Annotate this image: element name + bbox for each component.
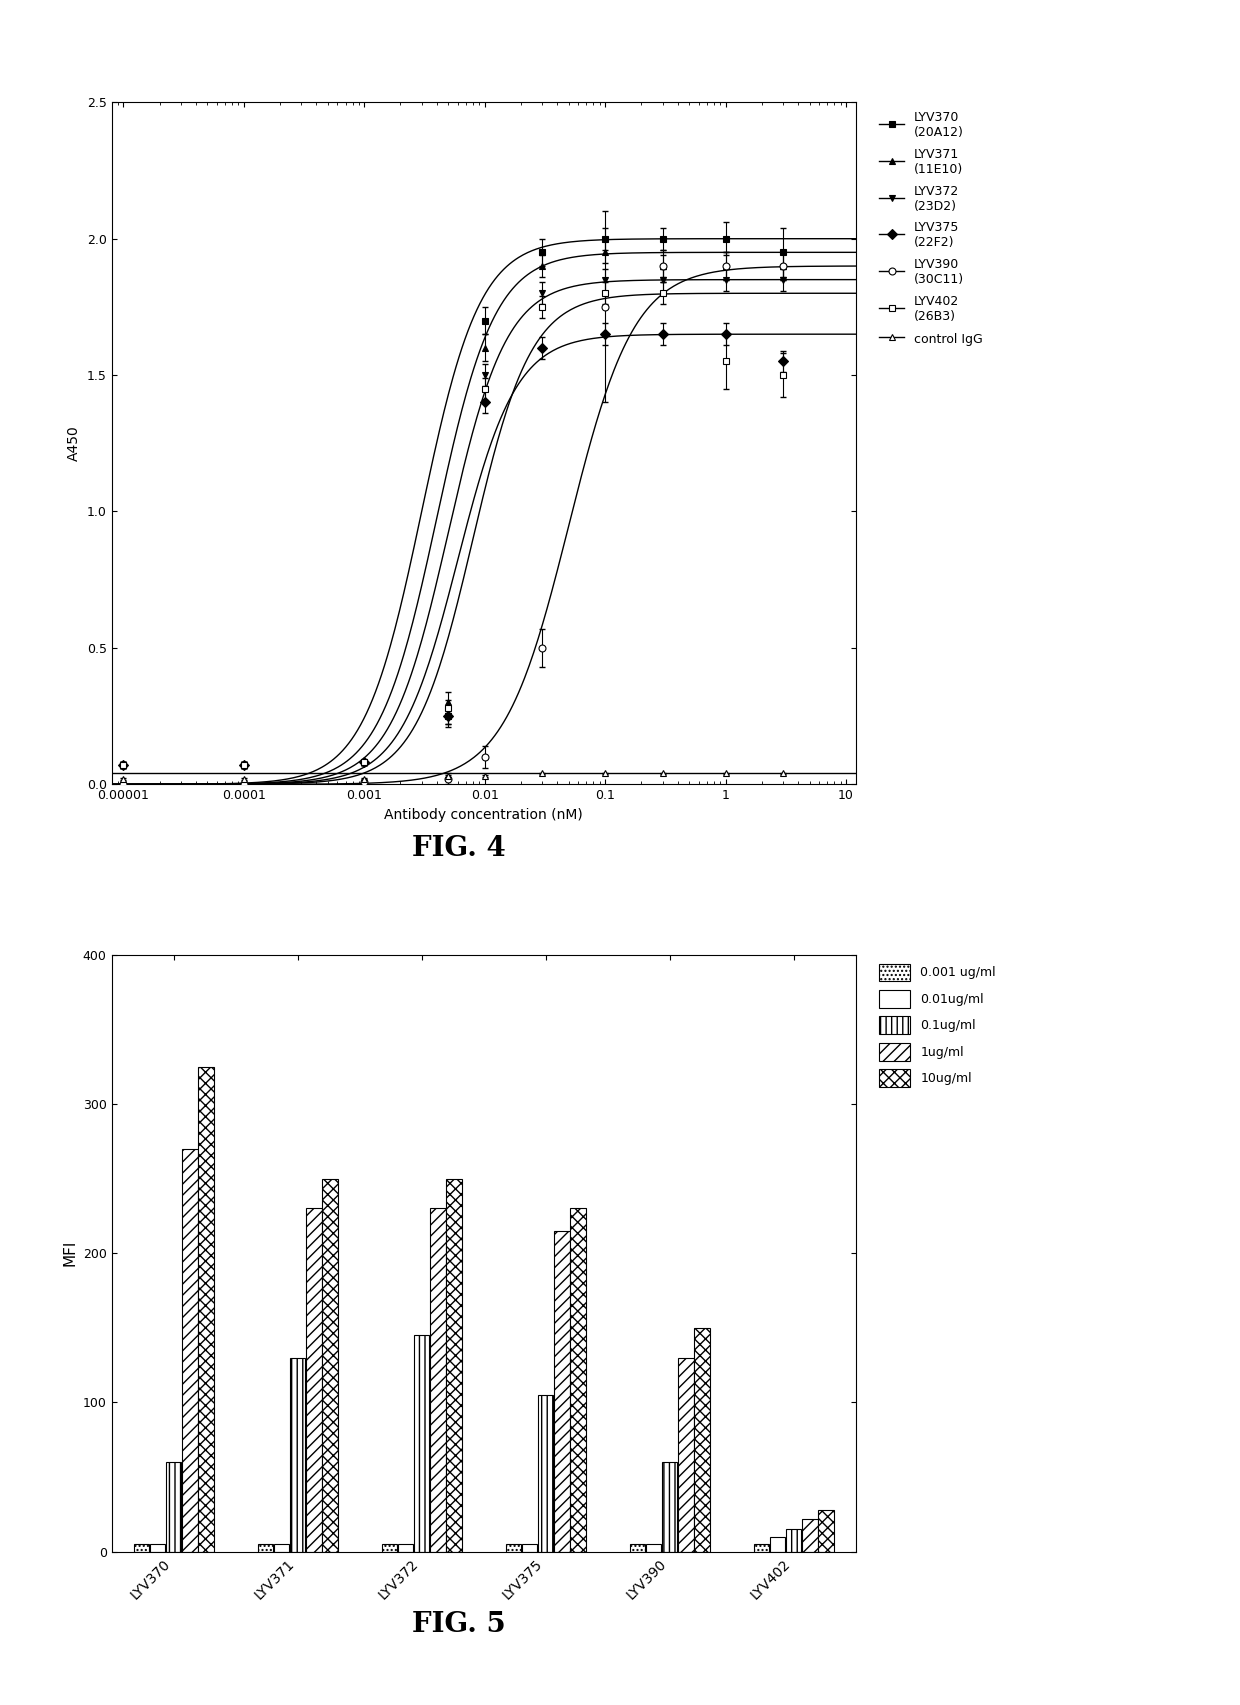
Text: FIG. 4: FIG. 4: [412, 835, 506, 863]
Bar: [398, 1545, 413, 1552]
Bar: [506, 1545, 521, 1552]
Bar: [522, 1545, 537, 1552]
Bar: [786, 1529, 801, 1552]
Bar: [134, 1545, 149, 1552]
Bar: [770, 1536, 785, 1552]
Bar: [554, 1231, 569, 1552]
X-axis label: Antibody concentration (nM): Antibody concentration (nM): [384, 808, 583, 822]
Bar: [430, 1209, 445, 1552]
Bar: [662, 1463, 677, 1552]
Bar: [818, 1511, 833, 1552]
Legend: LYV370
(20A12), LYV371
(11E10), LYV372
(23D2), LYV375
(22F2), LYV390
(30C11), LY: LYV370 (20A12), LYV371 (11E10), LYV372 (…: [877, 109, 986, 350]
Bar: [182, 1149, 197, 1552]
Bar: [754, 1545, 769, 1552]
Bar: [646, 1545, 661, 1552]
Y-axis label: A450: A450: [67, 426, 81, 460]
Bar: [678, 1357, 693, 1552]
Legend: 0.001 ug/ml, 0.01ug/ml, 0.1ug/ml, 1ug/ml, 10ug/ml: 0.001 ug/ml, 0.01ug/ml, 0.1ug/ml, 1ug/ml…: [877, 962, 998, 1089]
Bar: [198, 1067, 213, 1552]
Bar: [274, 1545, 289, 1552]
Bar: [322, 1178, 337, 1552]
Bar: [414, 1335, 429, 1552]
Bar: [570, 1209, 585, 1552]
Bar: [306, 1209, 321, 1552]
Bar: [802, 1519, 817, 1552]
Text: FIG. 5: FIG. 5: [412, 1611, 506, 1639]
Bar: [446, 1178, 461, 1552]
Y-axis label: MFI: MFI: [62, 1240, 77, 1267]
Bar: [630, 1545, 645, 1552]
Bar: [290, 1357, 305, 1552]
Bar: [382, 1545, 397, 1552]
Bar: [166, 1463, 181, 1552]
Bar: [694, 1328, 709, 1552]
Bar: [150, 1545, 165, 1552]
Bar: [258, 1545, 273, 1552]
Bar: [538, 1395, 553, 1552]
